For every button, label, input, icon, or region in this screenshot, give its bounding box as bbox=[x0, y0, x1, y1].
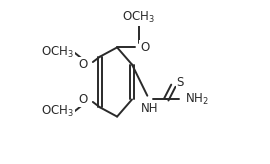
Text: NH$_2$: NH$_2$ bbox=[185, 92, 209, 107]
Text: OCH$_3$: OCH$_3$ bbox=[122, 10, 155, 25]
Text: S: S bbox=[177, 75, 184, 89]
Text: O: O bbox=[140, 41, 150, 54]
Text: O: O bbox=[79, 58, 88, 71]
Text: OCH$_3$: OCH$_3$ bbox=[41, 104, 74, 119]
Text: O: O bbox=[79, 93, 88, 106]
Text: NH: NH bbox=[140, 102, 158, 115]
Text: OCH$_3$: OCH$_3$ bbox=[41, 45, 74, 60]
